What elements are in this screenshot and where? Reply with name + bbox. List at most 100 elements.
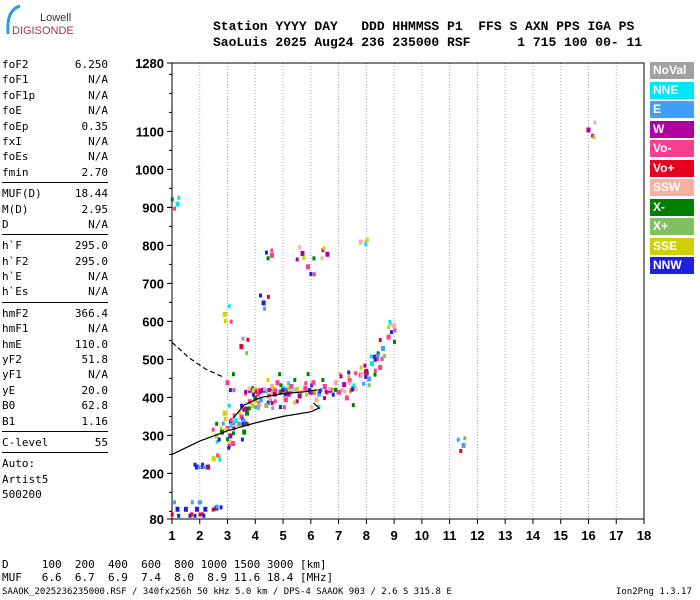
echo-point	[364, 240, 368, 245]
y-tick-label: 80	[150, 512, 164, 527]
echo-point	[312, 256, 316, 261]
param-name: foEp	[2, 119, 29, 133]
echo-point	[247, 406, 251, 411]
x-tick-label: 18	[637, 528, 651, 543]
logo-text-lowell: Lowell	[40, 12, 72, 24]
echo-point	[239, 344, 244, 350]
echo-point	[365, 238, 369, 243]
x-tick-label: 10	[415, 528, 429, 543]
legend-item: NoVal	[650, 62, 694, 79]
param-value: 295.0	[74, 254, 108, 268]
echo-point	[317, 391, 322, 397]
echo-point	[223, 416, 227, 421]
echo-point	[309, 271, 313, 276]
echo-point	[247, 399, 252, 405]
echo-point	[272, 391, 277, 397]
echo-point	[258, 293, 262, 298]
echo-point	[351, 403, 355, 408]
y-tick-label: 400	[142, 390, 164, 405]
y-tick-label: 1000	[135, 162, 164, 177]
echo-point	[591, 133, 595, 138]
echo-point	[240, 437, 244, 442]
echo-point	[250, 403, 255, 408]
echo-point	[389, 330, 393, 335]
echo-point	[332, 387, 336, 392]
curve-trace	[232, 389, 318, 419]
param-name: foE	[2, 104, 22, 118]
x-tick-label: 2	[196, 528, 203, 543]
y-tick-label: 300	[142, 428, 164, 443]
echo-point	[295, 399, 299, 404]
param-value: N/A	[88, 285, 108, 299]
echo-point	[237, 410, 241, 415]
echo-point	[387, 325, 391, 330]
param-name: hmE	[2, 337, 22, 351]
echo-point	[269, 252, 274, 258]
echo-point	[211, 456, 216, 462]
echo-point	[227, 403, 231, 408]
divider	[2, 452, 108, 454]
y-tick-label: 600	[142, 314, 164, 329]
echo-point	[282, 405, 286, 410]
echo-point	[228, 439, 232, 444]
x-tick-label: 17	[609, 528, 623, 543]
param-value: N/A	[88, 88, 108, 102]
echo-point	[222, 311, 227, 317]
echo-point	[266, 400, 270, 405]
echo-point	[256, 391, 261, 397]
param-value: N/A	[88, 104, 108, 118]
param-row: h`E N/A	[2, 269, 108, 284]
y-tick-label: 1280	[135, 56, 164, 71]
echo-point	[373, 368, 377, 373]
echo-point	[197, 465, 201, 470]
echo-point	[359, 365, 363, 370]
echo-point	[388, 320, 392, 325]
echo-point	[376, 351, 380, 356]
x-tick-label: 5	[279, 528, 286, 543]
param-row: C-level 55	[2, 435, 108, 450]
x-tick-label: 15	[553, 528, 567, 543]
echo-point	[303, 385, 308, 391]
echo-point	[295, 257, 299, 262]
echo-point	[376, 353, 380, 358]
echo-point	[245, 421, 249, 426]
plot-frame	[171, 62, 645, 520]
param-row: fmin 2.70	[2, 165, 108, 180]
divider	[2, 430, 108, 432]
echo-point	[363, 370, 367, 375]
echo-point	[170, 197, 174, 202]
param-name: fmin	[2, 165, 29, 179]
y-tick-label: 1100	[136, 124, 164, 139]
param-name: hmF2	[2, 306, 29, 320]
echo-point	[193, 462, 197, 467]
param-value: 1.16	[81, 414, 109, 428]
echo-point	[364, 374, 368, 379]
echo-point	[592, 134, 596, 139]
echo-point	[392, 323, 397, 329]
echo-point	[324, 389, 328, 394]
echo-point	[353, 385, 358, 391]
param-value: N/A	[88, 270, 108, 284]
echo-point	[311, 380, 316, 386]
echo-point	[177, 513, 181, 518]
param-value: N/A	[88, 217, 108, 231]
echo-point	[201, 462, 205, 467]
param-name: B1	[2, 414, 16, 428]
echo-point	[392, 339, 396, 344]
legend-item: W	[650, 120, 694, 138]
echo-point	[312, 272, 316, 277]
echo-point	[314, 397, 319, 403]
echo-point	[354, 371, 358, 376]
legend-item: Vo+	[650, 159, 694, 177]
param-value: 295.0	[74, 239, 108, 253]
echo-point	[310, 405, 314, 410]
echo-point	[273, 399, 277, 404]
param-row: h`F2 295.0	[2, 254, 108, 269]
echo-point	[225, 380, 230, 386]
echo-point	[219, 429, 224, 435]
echo-point	[227, 304, 231, 309]
echo-point	[305, 392, 309, 397]
echo-point	[264, 403, 269, 408]
param-row: h`F 295.0	[2, 238, 108, 253]
param-value: 0.35	[81, 119, 109, 133]
